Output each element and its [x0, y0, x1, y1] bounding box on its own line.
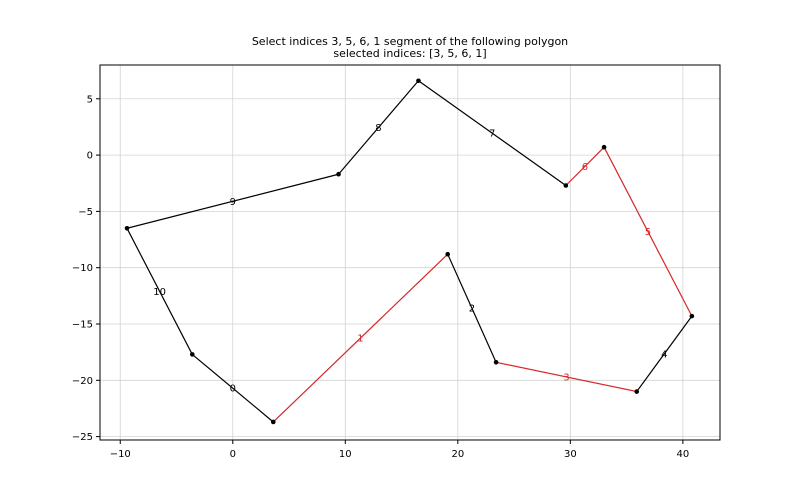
grid: [100, 65, 720, 440]
segment-10: [126, 228, 193, 355]
segment-0: [191, 353, 274, 423]
vertex-5: [689, 313, 695, 319]
chart-subtitle: selected indices: [3, 5, 6, 1]: [333, 47, 486, 60]
vertex-2: [445, 251, 450, 257]
segment-4: [636, 315, 693, 392]
segment-9: [126, 173, 339, 229]
segment-1: [272, 253, 449, 423]
y-tick-label: −5: [78, 207, 93, 218]
vertex-6: [601, 144, 607, 150]
segment-6: [565, 146, 605, 186]
y-tick-label: 0: [87, 151, 93, 162]
segment-label-1: 1: [357, 334, 363, 345]
segment-2: [447, 253, 497, 363]
segment-label-9: 9: [230, 197, 236, 208]
polygon-vertices: [124, 78, 695, 425]
x-tick-label: 20: [451, 449, 464, 460]
segment-label-5: 5: [645, 227, 651, 238]
segment-label-0: 0: [230, 384, 236, 395]
x-tick-label: 40: [677, 449, 690, 460]
segment-labels: 0 1 2 3 4 5 6 7 8 9 10: [153, 123, 667, 395]
vertex-1: [270, 419, 276, 425]
x-tick-label: 0: [230, 449, 236, 460]
plot-frame: [99, 64, 721, 441]
segment-7: [418, 80, 567, 186]
vertex-4: [634, 389, 640, 394]
segment-label-8: 8: [375, 123, 381, 134]
segment-5: [603, 146, 693, 317]
y-tick-label: −25: [72, 432, 93, 443]
vertex-0: [189, 352, 195, 357]
y-tick-label: 5: [87, 94, 93, 105]
x-tick-label: 10: [339, 449, 352, 460]
x-tick-label: 30: [564, 449, 577, 460]
vertex-7: [563, 183, 569, 188]
y-tick-label: −10: [72, 263, 93, 274]
x-tick-label: −10: [110, 449, 131, 460]
segment-3: [495, 361, 637, 393]
polygon-segments: [126, 80, 693, 423]
segment-label-6: 6: [582, 162, 588, 173]
segment-8: [338, 80, 419, 175]
vertex-10: [124, 225, 130, 231]
segment-label-3: 3: [563, 372, 569, 383]
y-tick-label: −20: [72, 376, 93, 387]
vertex-8: [416, 78, 421, 84]
vertex-9: [336, 171, 341, 177]
segment-label-2: 2: [469, 304, 475, 315]
y-tick-label: −15: [72, 320, 93, 331]
segment-label-10: 10: [153, 287, 166, 298]
segment-label-4: 4: [661, 349, 667, 360]
chart-title: Select indices 3, 5, 6, 1 segment of the…: [252, 35, 568, 48]
segment-label-7: 7: [489, 129, 495, 140]
vertex-3: [493, 359, 499, 365]
